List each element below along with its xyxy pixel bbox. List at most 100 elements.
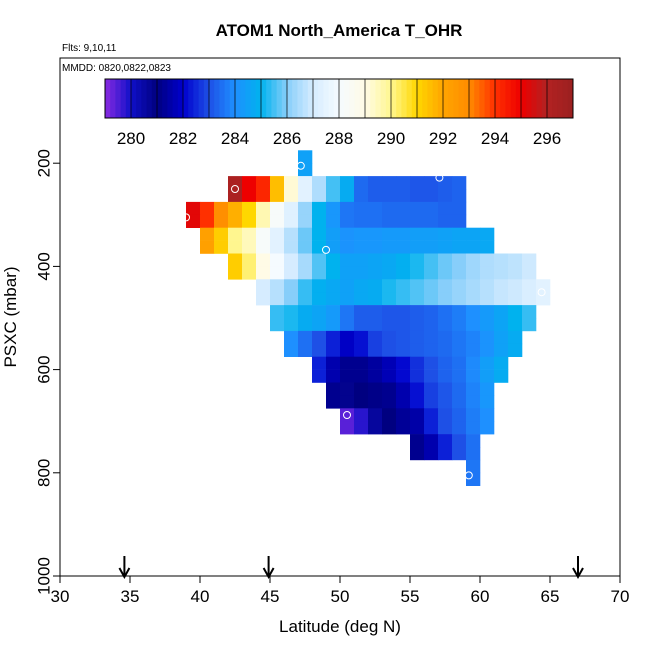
heatmap-cell [354,382,369,396]
colorbar-swatch [531,79,537,118]
heatmap-cell [410,305,425,319]
heatmap-cell [382,266,397,280]
heatmap-cell [270,318,285,332]
heatmap-cell [452,343,467,357]
heatmap-cell [228,201,243,216]
flight-marker [361,166,370,175]
heatmap-cell [466,356,481,370]
heatmap-cell [452,292,467,306]
heatmap-cell [340,176,355,190]
heatmap-cell [270,266,285,280]
heatmap-cell [466,240,481,254]
y-tick-label: 600 [34,355,53,383]
heatmap-cell [452,369,467,383]
heatmap-cell [340,240,355,254]
colorbar-tick-label: 280 [117,129,145,148]
heatmap-cell [270,189,285,203]
heatmap-cell [480,421,495,435]
heatmap-cell [214,240,229,254]
heatmap-cell [284,227,299,241]
heatmap-cell [242,240,257,254]
heatmap-cell [256,201,271,216]
heatmap-cell [354,227,369,241]
x-tick-label: 35 [121,587,140,606]
heatmap-cell [354,292,369,306]
colorbar-swatch [131,79,137,118]
heatmap-cell [480,292,495,306]
heatmap-cell [396,343,411,357]
heatmap-cell [284,240,299,254]
heatmap-cell [340,382,355,396]
heatmap-cell [368,369,383,383]
colorbar-swatch [541,79,548,118]
heatmap-cell [466,434,481,448]
heatmap-cell [368,292,383,306]
colorbar-swatch [365,79,371,118]
heatmap-cell [424,189,439,203]
heatmap-cell [452,382,467,396]
heatmap-cell [410,266,425,280]
heatmap-cell [340,421,355,435]
heatmap-cell [508,305,523,319]
heatmap-cell [522,318,537,332]
heatmap-cell [270,201,285,216]
heatmap-cell [382,343,397,357]
heatmap-cell [438,227,453,241]
x-axis-label: Latitude (deg N) [279,617,401,636]
colorbar-swatch [526,79,532,118]
heatmap-cell [396,330,411,345]
heatmap-cell [396,214,411,228]
heatmap-cell [354,343,369,357]
heatmap-cell [424,292,439,306]
colorbar-swatch [349,79,355,118]
heatmap-cell [340,214,355,228]
heatmap-cell [494,279,509,293]
latitude-arrow [572,556,584,580]
colorbar-swatch [354,79,361,118]
heatmap-cell [200,227,215,241]
heatmap-cell [452,266,467,280]
heatmap-cell [298,163,313,177]
heatmap-cell [354,266,369,280]
colorbar-tick-label: 290 [377,129,405,148]
heatmap-cell [312,330,327,345]
heatmap-cell [424,214,439,228]
arrow-head [118,567,131,580]
heatmap-cell [396,201,411,216]
heatmap-cell [312,201,327,216]
heatmap-cells [186,150,551,486]
heatmap-cell [326,227,341,241]
heatmap-cell [340,330,355,345]
dates-label: MMDD: 0820,0822,0823 [62,63,171,74]
heatmap-cell [382,356,397,370]
heatmap-cell [452,408,467,422]
colorbar-swatch [552,79,558,118]
colorbar-tick-label: 294 [481,129,509,148]
colorbar-swatch [510,79,517,118]
y-tick-label: 400 [34,252,53,280]
heatmap-cell [452,214,467,228]
heatmap-cell [326,356,341,370]
heatmap-cell [354,408,369,422]
heatmap-cell [410,240,425,254]
heatmap-cell [396,253,411,267]
heatmap-cell [466,227,481,241]
heatmap-cell [368,408,383,422]
heatmap-cell [228,189,243,203]
heatmap-cell [228,214,243,228]
heatmap-cell [312,292,327,306]
colorbar-swatch [125,79,132,118]
heatmap-cell [354,189,369,203]
heatmap-cell [508,343,523,357]
heatmap-cell [410,330,425,345]
colorbar-swatch [370,79,376,118]
colorbar-swatch [255,79,262,118]
heatmap-cell [298,253,313,267]
heatmap-cell [368,253,383,267]
heatmap-cell [438,382,453,396]
heatmap-cell [270,253,285,267]
colorbar-tick-label: 292 [429,129,457,148]
colorbar-swatch [110,79,116,118]
heatmap-cell [228,266,243,280]
colorbar-swatch [198,79,205,118]
